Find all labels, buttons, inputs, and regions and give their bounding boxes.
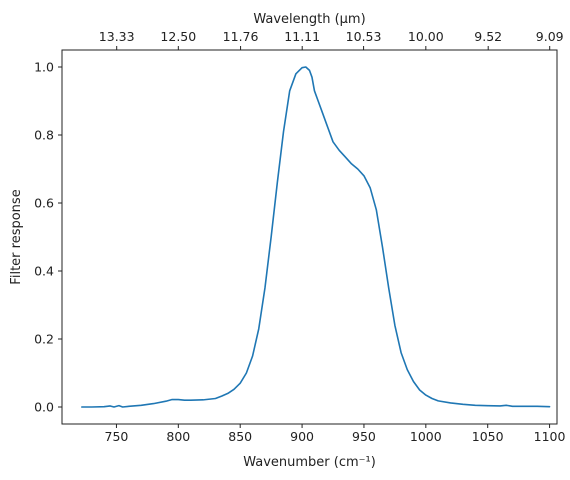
top-tick-label: 11.76 — [223, 29, 259, 44]
y-tick-label: 0.4 — [34, 264, 54, 279]
top-axis-label: Wavelength (μm) — [253, 12, 365, 27]
y-tick-label: 0.8 — [34, 128, 54, 143]
top-tick-label: 9.52 — [474, 29, 502, 44]
x-tick-label: 1050 — [472, 429, 504, 444]
y-tick-label: 0.0 — [34, 400, 54, 415]
top-x-axis: 13.33 12.50 11.76 11.11 10.53 10.00 9.52 9.09 — [99, 29, 564, 50]
y-tick-label: 1.0 — [34, 60, 54, 75]
x-tick-label: 1100 — [534, 429, 566, 444]
y-axis-label: Filter response — [9, 189, 24, 284]
top-tick-label: 10.00 — [408, 29, 444, 44]
x-tick-label: 1000 — [410, 429, 442, 444]
top-tick-label: 10.53 — [346, 29, 382, 44]
x-tick-label: 950 — [352, 429, 376, 444]
x-tick-label: 750 — [105, 429, 129, 444]
series-layer — [81, 66, 551, 408]
x-axis-label: Wavenumber (cm⁻¹) — [243, 455, 376, 470]
top-tick-label: 12.50 — [160, 29, 196, 44]
top-tick-label: 13.33 — [99, 29, 135, 44]
top-tick-label: 9.09 — [536, 29, 564, 44]
x-axis: 750 800 850 900 950 1000 1050 1100 — [105, 424, 566, 444]
y-tick-label: 0.6 — [34, 196, 54, 211]
filter-response-line — [81, 66, 551, 408]
y-axis: 0.0 0.2 0.4 0.6 0.8 1.0 — [34, 60, 62, 415]
y-tick-label: 0.2 — [34, 332, 54, 347]
x-tick-label: 850 — [228, 429, 252, 444]
x-tick-label: 900 — [290, 429, 314, 444]
x-tick-label: 800 — [166, 429, 190, 444]
top-tick-label: 11.11 — [284, 29, 320, 44]
plot-area — [61, 49, 558, 425]
